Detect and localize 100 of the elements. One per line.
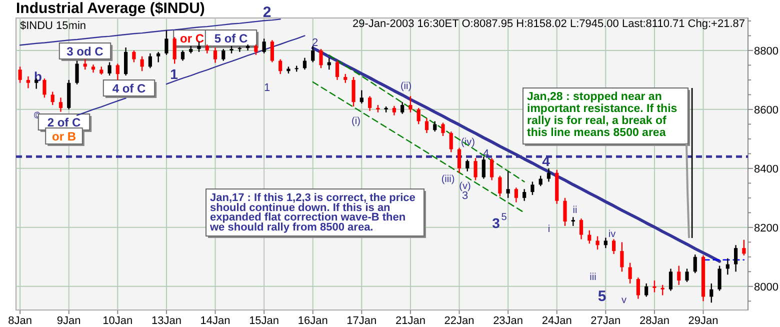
- candlestick: [457, 147, 462, 174]
- candlestick: [685, 268, 689, 283]
- candlestick: [311, 45, 315, 63]
- candlestick: [498, 175, 502, 198]
- candlestick: [482, 156, 486, 180]
- candlestick: [26, 76, 30, 89]
- annotation: iv: [608, 229, 616, 240]
- x-tick-label: 22Jan: [444, 315, 474, 327]
- annotation: 1: [264, 82, 270, 94]
- x-tick-label: 23Jan: [493, 315, 524, 327]
- candlestick: [710, 282, 714, 304]
- candlestick: [433, 120, 437, 132]
- candlestick: [416, 107, 420, 125]
- annotation: (ii): [400, 81, 412, 92]
- candlestick: [579, 218, 584, 240]
- y-tick-label: 8000: [754, 281, 778, 294]
- annotation: 4 of C: [112, 82, 146, 96]
- candlestick: [522, 188, 526, 202]
- annotation: Jan,17 : If this 1,2,3 is correct, the price should continue down. If this is an expanded flat correction wave-B then we should rally from 8500 area.: [209, 192, 416, 234]
- candlestick: [83, 58, 87, 70]
- annotation: 29-Jan-2003 16:30ET O:8087.95 H:8158.02 L:7945.00 Last:8110.71 Chg:+21.87: [352, 18, 745, 30]
- candlestick: [506, 170, 510, 199]
- annotation: (iv): [461, 137, 475, 148]
- candlestick: [546, 168, 551, 182]
- candlestick: [514, 186, 518, 203]
- annotation: (i): [352, 116, 360, 127]
- candlestick: [588, 230, 592, 244]
- candlestick: [116, 63, 120, 81]
- candlestick: [132, 50, 136, 63]
- candlestick: [124, 46, 128, 76]
- candlestick: [596, 236, 600, 250]
- candlestick: [392, 105, 396, 116]
- x-tick-label: 27Jan: [590, 315, 621, 327]
- candlestick: [42, 78, 46, 98]
- candlestick: [164, 30, 168, 56]
- candlestick: [538, 175, 542, 187]
- line-series: [19, 18, 281, 46]
- annotation: Jan,28 : stopped near an important resistance. If this rally is for real, a break of this line means 8500 area: [527, 91, 678, 139]
- candlestick: [319, 48, 323, 69]
- x-tick-label: 10Jan: [102, 315, 133, 327]
- y-tick-label: 8400: [754, 163, 778, 176]
- candlestick: [660, 284, 664, 296]
- candlestick: [652, 280, 656, 293]
- x-tick-label: 17Jan: [346, 315, 377, 327]
- candlestick: [238, 46, 242, 53]
- candlestick: [734, 244, 738, 272]
- annotation: or B: [52, 130, 76, 144]
- candlestick: [563, 197, 567, 227]
- x-tick-label: 8Jan: [8, 315, 32, 327]
- candlestick: [75, 60, 79, 85]
- candlestick: [278, 58, 282, 75]
- annotation: or C: [180, 32, 204, 46]
- candlestick: [424, 118, 429, 134]
- candlestick: [302, 57, 307, 70]
- candlestick: [620, 242, 624, 272]
- x-tick-label: 29Jan: [688, 315, 718, 327]
- candlestick: [262, 38, 266, 54]
- annotation: 2: [312, 37, 318, 49]
- candlestick: [270, 40, 274, 63]
- y-tick-label: 8200: [754, 222, 778, 234]
- annotation: ii: [572, 205, 578, 216]
- candlestick: [172, 36, 176, 64]
- candlestick: [644, 282, 648, 298]
- y-tick-label: 8600: [754, 104, 778, 116]
- annotation: 2 of C: [47, 116, 81, 130]
- candlestick: [441, 122, 445, 137]
- annotation: 2: [262, 4, 272, 21]
- candlestick: [50, 91, 54, 106]
- x-tick-label: 14Jan: [200, 315, 230, 327]
- candlestick: [180, 50, 185, 62]
- annotation: 3: [462, 190, 468, 202]
- candlestick: [636, 276, 640, 300]
- x-tick-label: 28Jan: [639, 315, 670, 327]
- candlestick: [490, 158, 494, 181]
- line-series: [328, 54, 525, 182]
- annotation: 5: [598, 288, 606, 305]
- candlestick: [466, 158, 470, 172]
- candlestick: [693, 254, 697, 274]
- candlestick: [400, 101, 404, 114]
- candlestick: [474, 158, 478, 181]
- candlestick: [360, 90, 364, 104]
- annotation: i: [548, 224, 550, 235]
- candlestick: [408, 96, 412, 113]
- candlestick: [368, 96, 372, 112]
- x-tick-label: 24Jan: [542, 315, 572, 327]
- candlestick: [449, 130, 453, 153]
- candlestick: [612, 238, 616, 255]
- candlestick: [718, 265, 722, 292]
- candlestick: [327, 57, 331, 70]
- annotation: iii: [590, 272, 596, 283]
- candlestick: [254, 44, 258, 56]
- candlestick: [222, 48, 226, 62]
- candlestick: [742, 239, 746, 256]
- candlestick: [213, 46, 218, 64]
- candlestick: [677, 265, 681, 286]
- x-tick-label: 15Jan: [249, 315, 280, 327]
- candlestick: [530, 181, 534, 196]
- candlestick: [140, 56, 144, 72]
- annotation: 3 od C: [66, 44, 104, 58]
- candlestick: [352, 76, 356, 108]
